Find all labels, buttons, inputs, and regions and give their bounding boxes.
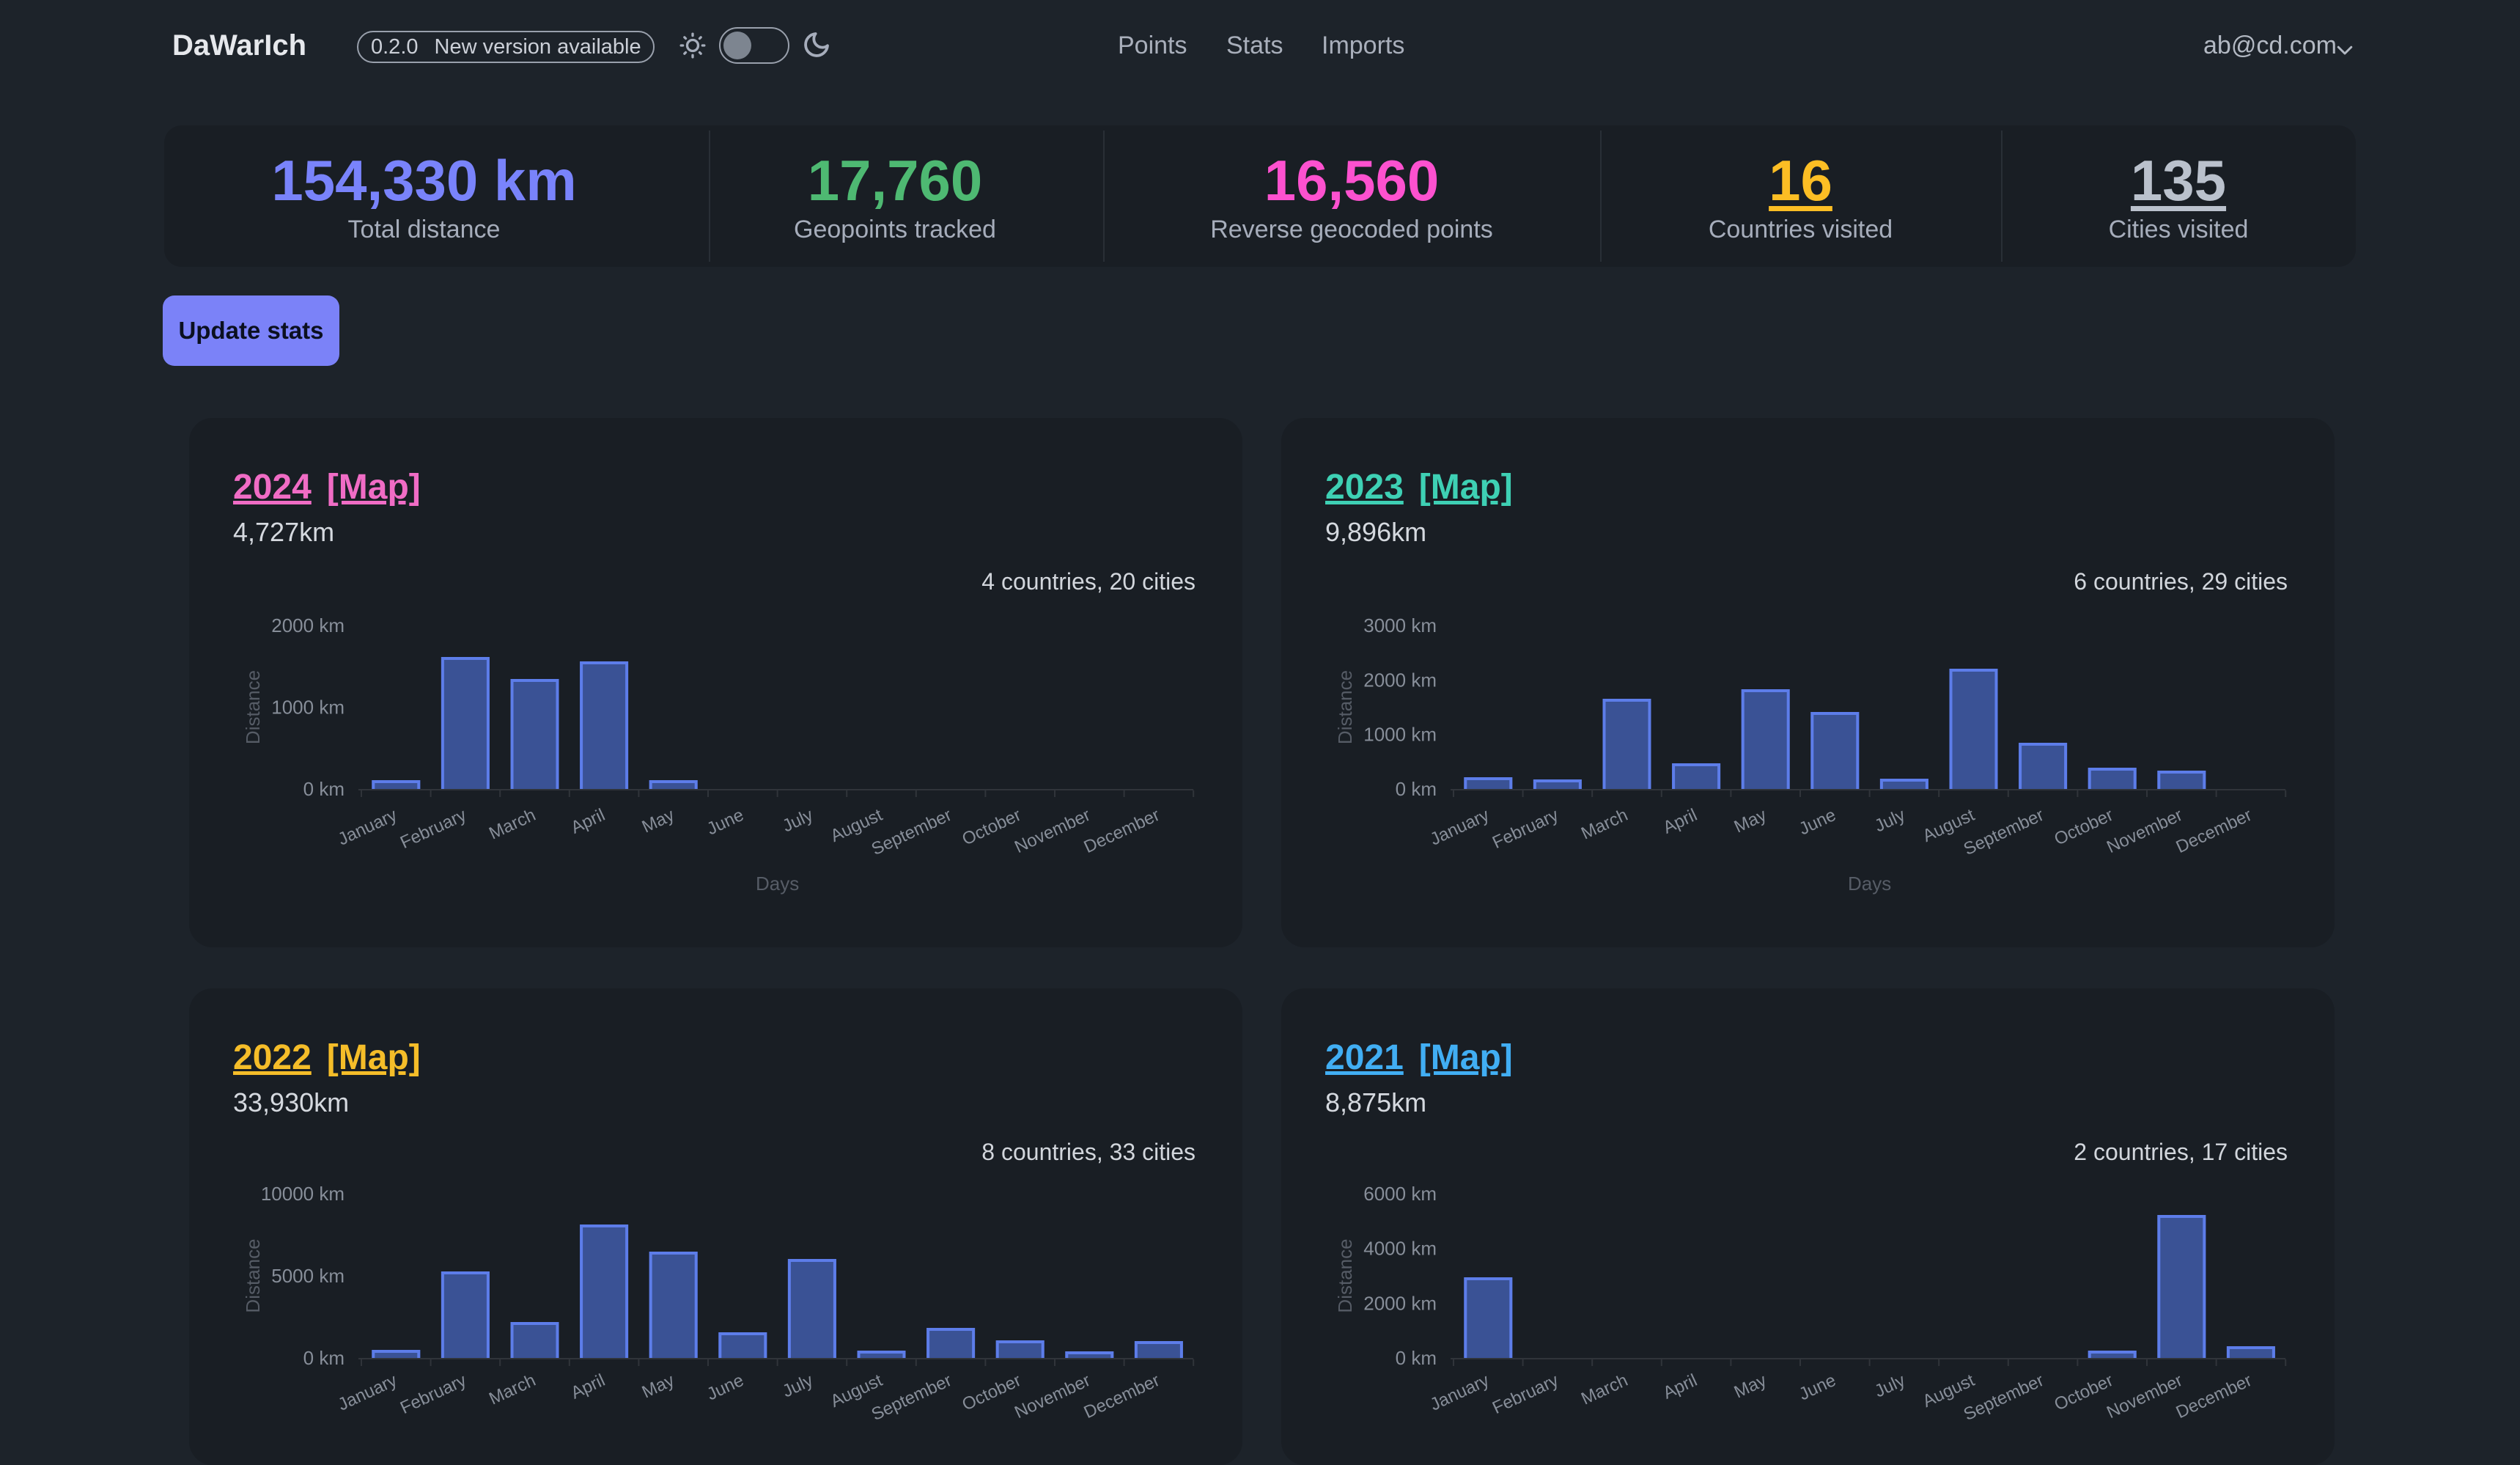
svg-text:Distance: Distance [242, 1238, 264, 1312]
svg-text:January: January [1427, 1370, 1492, 1415]
svg-text:February: February [1489, 805, 1561, 853]
svg-text:4000 km: 4000 km [1363, 1238, 1437, 1260]
svg-text:0 km: 0 km [1396, 778, 1437, 800]
svg-text:1000 km: 1000 km [1363, 724, 1437, 746]
svg-text:0 km: 0 km [303, 1347, 345, 1369]
svg-text:May: May [639, 1370, 678, 1403]
svg-text:February: February [397, 1370, 469, 1418]
svg-text:March: March [486, 805, 539, 844]
svg-text:March: March [486, 1370, 539, 1409]
svg-text:December: December [2173, 805, 2255, 857]
svg-text:Distance: Distance [1334, 670, 1356, 744]
svg-text:5000 km: 5000 km [271, 1265, 345, 1287]
svg-text:June: June [704, 805, 747, 839]
svg-text:December: December [2173, 1370, 2255, 1422]
svg-text:May: May [1731, 1370, 1770, 1403]
svg-text:November: November [1012, 805, 1094, 857]
svg-text:July: July [779, 805, 816, 837]
svg-text:April: April [568, 805, 608, 838]
svg-text:September: September [1961, 1370, 2047, 1425]
svg-text:June: June [704, 1370, 747, 1404]
svg-text:June: June [1796, 805, 1839, 839]
svg-text:March: March [1578, 805, 1631, 844]
svg-text:January: January [335, 805, 400, 850]
svg-text:November: November [2104, 1370, 2186, 1422]
svg-text:January: January [335, 1370, 400, 1415]
svg-text:November: November [1012, 1370, 1094, 1422]
svg-text:2000 km: 2000 km [271, 614, 345, 636]
svg-text:December: December [1081, 1370, 1163, 1422]
svg-text:December: December [1081, 805, 1163, 857]
svg-text:2000 km: 2000 km [1363, 1292, 1437, 1314]
svg-text:May: May [639, 805, 678, 837]
svg-text:September: September [869, 1370, 955, 1425]
svg-text:April: April [568, 1370, 608, 1403]
svg-text:0 km: 0 km [1396, 1347, 1437, 1369]
svg-text:10000 km: 10000 km [261, 1183, 345, 1205]
svg-text:1000 km: 1000 km [271, 697, 345, 719]
svg-text:Distance: Distance [242, 670, 264, 744]
svg-text:3000 km: 3000 km [1363, 614, 1437, 636]
svg-text:January: January [1427, 805, 1492, 850]
svg-text:April: April [1660, 1370, 1701, 1403]
svg-text:September: September [1961, 805, 2047, 859]
svg-text:March: March [1578, 1370, 1631, 1409]
svg-text:July: July [1871, 805, 1908, 837]
svg-text:July: July [1871, 1370, 1908, 1402]
svg-text:April: April [1660, 805, 1701, 838]
svg-text:February: February [397, 805, 469, 853]
svg-text:February: February [1489, 1370, 1561, 1418]
svg-text:July: July [779, 1370, 816, 1402]
svg-text:0 km: 0 km [303, 778, 345, 800]
svg-text:September: September [869, 805, 955, 859]
svg-text:June: June [1796, 1370, 1839, 1404]
svg-text:Days: Days [1848, 873, 1891, 895]
svg-text:November: November [2104, 805, 2186, 857]
svg-text:May: May [1731, 805, 1770, 837]
svg-text:6000 km: 6000 km [1363, 1183, 1437, 1205]
svg-text:Days: Days [756, 873, 799, 895]
svg-text:Distance: Distance [1334, 1238, 1356, 1312]
svg-text:2000 km: 2000 km [1363, 669, 1437, 691]
